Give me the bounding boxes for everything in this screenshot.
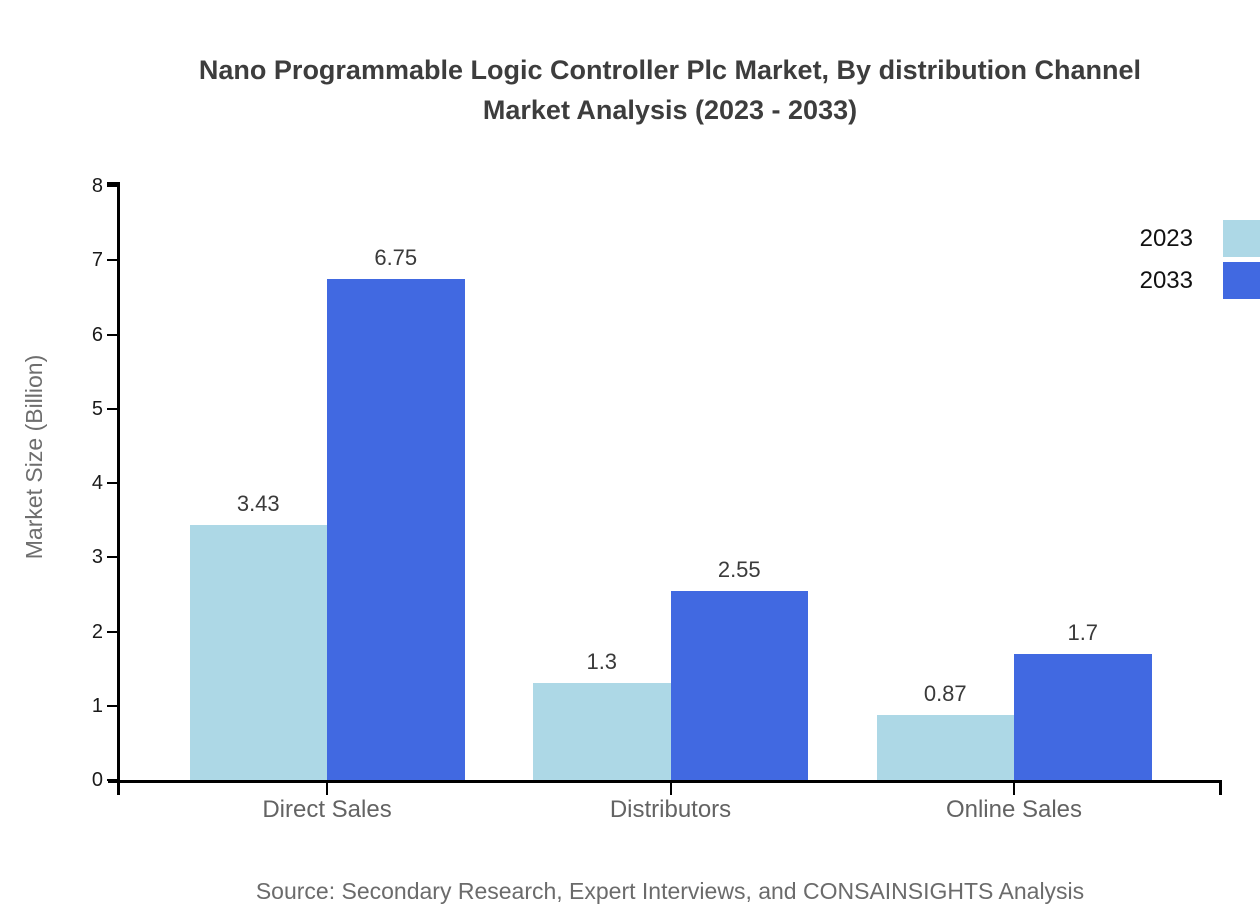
y-axis-tick-label-0: 0 xyxy=(91,769,103,791)
legend-item-2033: 2033 xyxy=(1140,262,1260,299)
y-axis-tick-3 xyxy=(107,556,120,559)
y-axis-tick-label-4: 4 xyxy=(91,472,103,494)
y-axis-tick-2 xyxy=(107,630,120,633)
legend-label-2023: 2023 xyxy=(1139,224,1193,252)
legend-swatch-2033 xyxy=(1223,262,1260,299)
y-axis-tick-label-6: 6 xyxy=(91,323,103,346)
y-axis-tick-label-8: 8 xyxy=(91,175,103,197)
y-axis-tick-4 xyxy=(107,482,120,484)
y-axis-tick-label-5: 5 xyxy=(91,397,103,420)
chart-title: Nano Programmable Logic Controller Plc M… xyxy=(40,50,1260,130)
legend-label-2033: 2033 xyxy=(1139,266,1193,294)
bar-2023-distributors xyxy=(533,683,671,780)
x-axis-end-cap xyxy=(1219,780,1222,795)
legend-swatch-2023 xyxy=(1223,220,1260,257)
y-axis-tick-label-2: 2 xyxy=(91,620,103,643)
source-note: Source: Secondary Research, Expert Inter… xyxy=(255,878,1085,904)
x-axis-label-direct-sales: Direct Sales xyxy=(262,796,392,823)
plot-area: 0 1 2 3 4 5 6 7 8 3.43 6.75 Direct Sales 1.3 2.55 Dist… xyxy=(92,175,1222,823)
y-axis-tick-7 xyxy=(107,259,120,262)
y-axis-line xyxy=(117,182,120,795)
x-axis-line xyxy=(108,780,1222,783)
bar-2033-distributors xyxy=(670,590,808,780)
bar-2033-online-sales xyxy=(1014,653,1152,780)
x-axis-tick-online-sales xyxy=(1013,780,1015,795)
y-axis-tick-label-7: 7 xyxy=(91,249,103,272)
legend: 2023 2033 xyxy=(1140,220,1260,304)
y-axis-tick-5 xyxy=(107,407,120,410)
y-axis-tick-0 xyxy=(107,779,120,781)
y-axis-tick-8 xyxy=(107,185,120,187)
y-axis-tick-1 xyxy=(107,704,120,707)
x-axis-tick-distributors xyxy=(669,780,672,795)
bar-2023-online-sales xyxy=(876,715,1014,780)
value-label-2023-direct-sales: 3.43 xyxy=(236,491,280,517)
legend-item-2023: 2023 xyxy=(1140,220,1260,257)
x-axis-label-online-sales: Online Sales xyxy=(945,796,1083,823)
bar-2033-direct-sales xyxy=(327,278,465,780)
value-label-2033-direct-sales: 6.75 xyxy=(374,244,418,270)
value-label-2023-online-sales: 0.87 xyxy=(923,681,967,707)
chart-title-line2: Market Analysis (2023 - 2033) xyxy=(482,95,858,125)
y-axis-tick-6 xyxy=(107,333,120,336)
x-axis-label-distributors: Distributors xyxy=(609,796,732,823)
value-label-2023-distributors: 1.3 xyxy=(586,649,618,675)
y-axis-tick-label-3: 3 xyxy=(91,546,103,569)
y-axis-top-cap xyxy=(107,182,120,185)
x-axis-tick-direct-sales xyxy=(326,780,328,795)
value-label-2033-online-sales: 1.7 xyxy=(1067,619,1099,645)
value-label-2033-distributors: 2.55 xyxy=(717,556,761,582)
y-axis-tick-label-1: 1 xyxy=(91,694,103,717)
bar-2023-direct-sales xyxy=(189,525,327,780)
chart-title-line1: Nano Programmable Logic Controller Plc M… xyxy=(198,55,1142,85)
